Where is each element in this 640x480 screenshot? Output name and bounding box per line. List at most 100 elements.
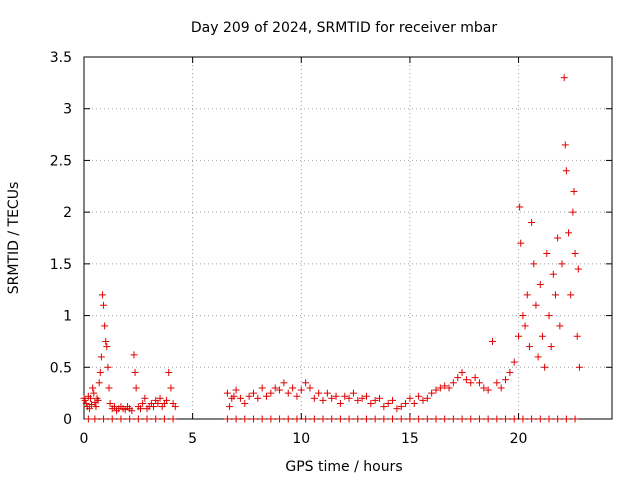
data-point — [293, 392, 301, 400]
data-point — [458, 368, 466, 376]
data-point — [143, 415, 151, 423]
data-point — [389, 396, 397, 404]
data-point — [393, 405, 401, 413]
data-series — [80, 74, 583, 423]
grid — [84, 57, 612, 419]
y-tick-label: 3.5 — [50, 50, 72, 66]
y-tick-label: 2.5 — [50, 153, 72, 169]
data-point — [345, 415, 353, 423]
data-point — [517, 239, 525, 247]
data-point — [545, 415, 553, 423]
data-point — [538, 332, 546, 340]
data-point — [502, 376, 510, 384]
data-point — [525, 343, 533, 351]
data-point — [397, 415, 405, 423]
data-point — [488, 337, 496, 345]
y-tick-label: 3 — [63, 102, 72, 118]
data-point — [106, 399, 114, 407]
data-point — [98, 291, 106, 299]
data-point — [226, 403, 234, 411]
data-point — [293, 415, 301, 423]
y-axis: 0 0.5 1 1.5 2 2.5 3 3.5 — [50, 50, 612, 428]
data-point — [560, 74, 568, 82]
data-point — [415, 392, 423, 400]
data-point — [480, 384, 488, 392]
data-point — [167, 384, 175, 392]
data-point — [561, 141, 569, 149]
data-point — [131, 368, 139, 376]
data-point — [163, 396, 171, 404]
data-point — [574, 265, 582, 273]
data-point — [380, 415, 388, 423]
data-point — [117, 415, 125, 423]
data-point — [475, 415, 483, 423]
data-point — [471, 374, 479, 382]
data-point — [141, 394, 149, 402]
data-point — [87, 394, 95, 402]
data-point — [139, 399, 147, 407]
y-tick-label: 0 — [63, 412, 72, 428]
data-point — [94, 396, 102, 404]
data-point — [528, 415, 536, 423]
data-point — [81, 396, 89, 404]
data-point — [558, 260, 566, 268]
data-point — [165, 368, 173, 376]
data-point — [82, 399, 90, 407]
data-point — [232, 386, 240, 394]
data-point — [89, 384, 97, 392]
data-point — [241, 399, 249, 407]
data-point — [150, 403, 158, 411]
data-point — [423, 394, 431, 402]
x-tick-label: 5 — [188, 431, 197, 447]
data-point — [284, 389, 292, 397]
data-point — [449, 379, 457, 387]
data-point — [436, 384, 444, 392]
data-point — [567, 291, 575, 299]
data-point — [349, 389, 357, 397]
data-point — [467, 379, 475, 387]
data-point — [95, 379, 103, 387]
x-tick-label: 10 — [292, 431, 310, 447]
data-point — [328, 394, 336, 402]
data-point — [302, 379, 310, 387]
data-point — [236, 394, 244, 402]
data-point — [90, 389, 98, 397]
data-point — [565, 229, 573, 237]
data-point — [402, 399, 410, 407]
data-point — [556, 322, 564, 330]
data-point — [536, 281, 544, 289]
data-point — [376, 394, 384, 402]
data-point — [497, 384, 505, 392]
data-point — [171, 403, 179, 411]
data-point — [84, 415, 92, 423]
data-point — [554, 415, 562, 423]
data-point — [126, 415, 134, 423]
data-point — [169, 415, 177, 423]
data-point — [519, 312, 527, 320]
data-point — [156, 394, 164, 402]
data-point — [249, 415, 257, 423]
data-point — [319, 396, 327, 404]
data-point — [510, 415, 518, 423]
data-point — [100, 415, 108, 423]
data-point — [328, 415, 336, 423]
data-point — [562, 415, 570, 423]
data-point — [484, 415, 492, 423]
data-point — [510, 358, 518, 366]
data-point — [493, 415, 501, 423]
data-point — [543, 250, 551, 258]
data-point — [289, 384, 297, 392]
data-point — [276, 415, 284, 423]
data-point — [323, 389, 331, 397]
data-point — [100, 301, 108, 309]
data-point — [241, 415, 249, 423]
data-point — [371, 396, 379, 404]
data-point — [223, 415, 231, 423]
data-point — [160, 415, 168, 423]
data-point — [354, 396, 362, 404]
data-point — [389, 415, 397, 423]
data-point — [110, 403, 118, 411]
y-tick-label: 0.5 — [50, 360, 72, 376]
data-point — [571, 250, 579, 258]
